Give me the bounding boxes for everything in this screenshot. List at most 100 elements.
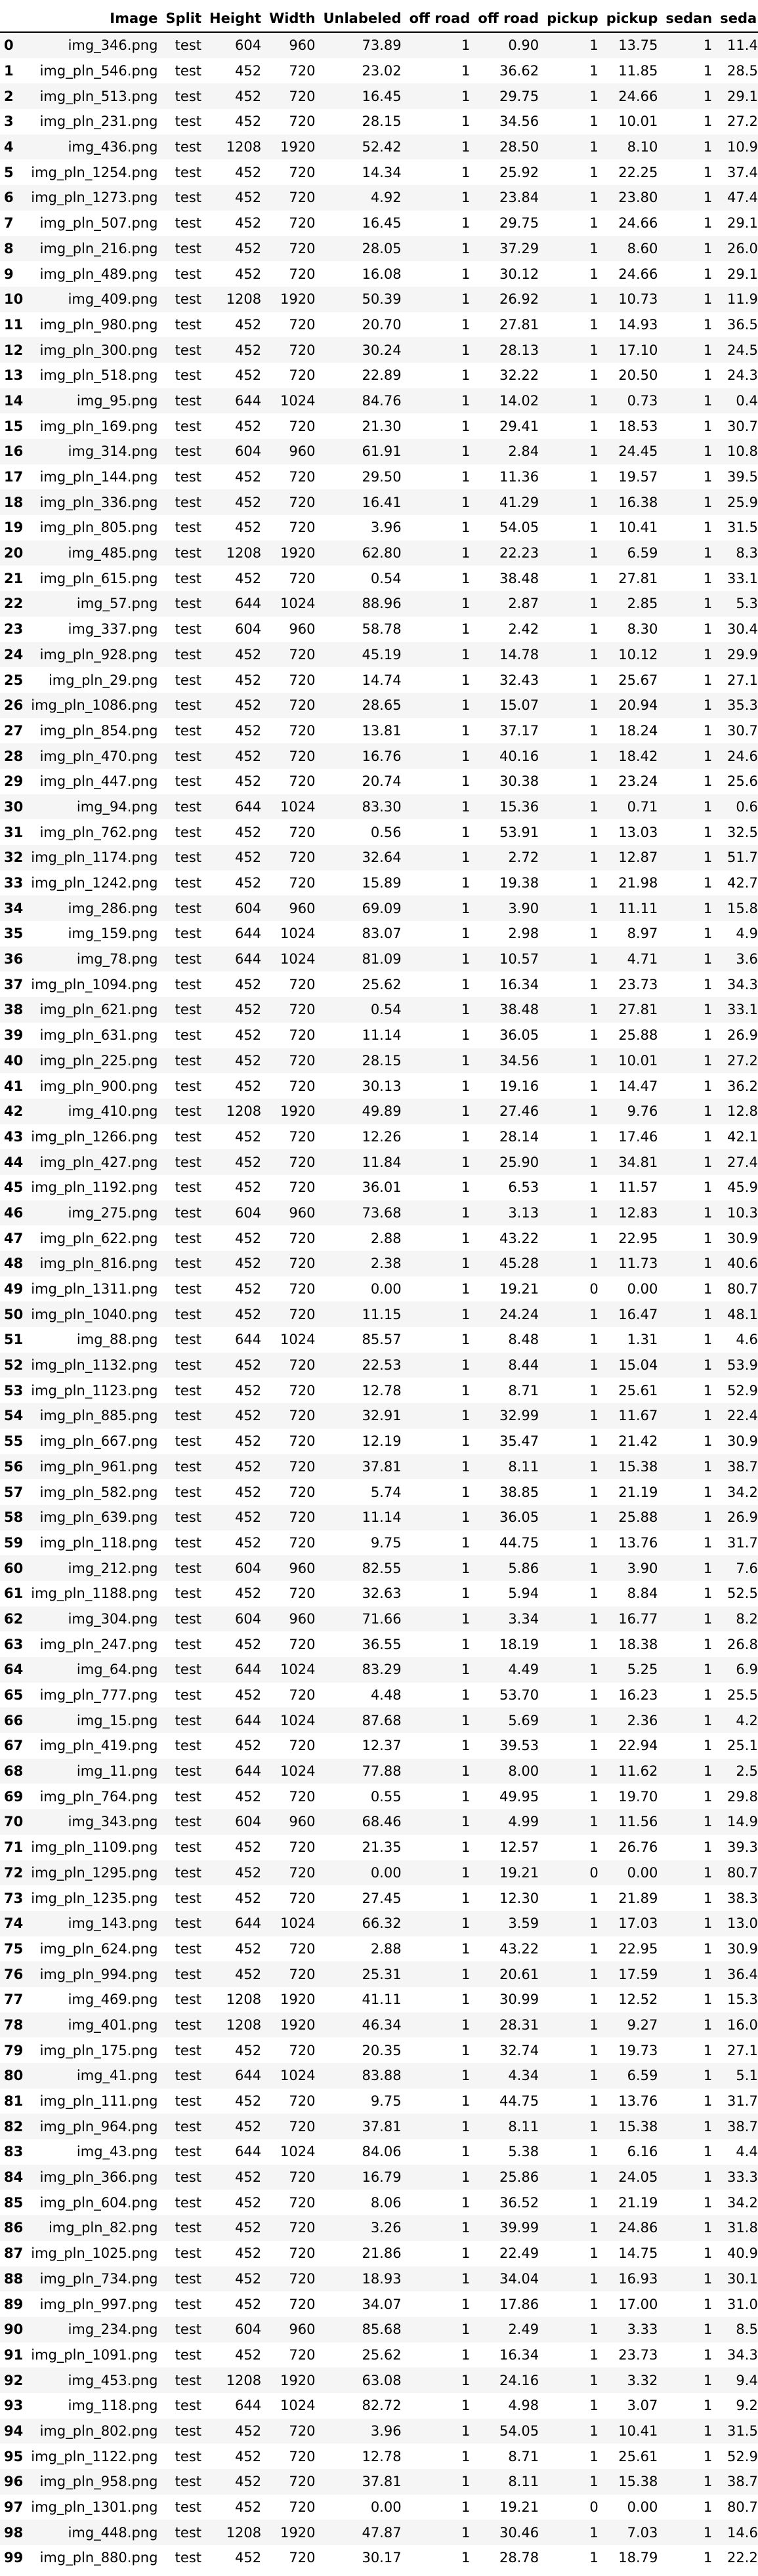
table-cell: 1 bbox=[543, 794, 602, 820]
table-cell: 1 bbox=[405, 2063, 474, 2089]
table-cell: 1 bbox=[405, 1885, 474, 1911]
table-cell: 25.62 bbox=[319, 971, 406, 998]
table-cell: 1 bbox=[543, 83, 602, 110]
table-cell: 35.47 bbox=[474, 1428, 543, 1454]
table-cell: test bbox=[161, 2139, 206, 2165]
table-cell: 1024 bbox=[265, 1327, 320, 1353]
table-cell: 34.30 bbox=[716, 971, 758, 998]
table-cell: 452 bbox=[205, 2164, 266, 2190]
table-cell: 1 bbox=[662, 1530, 717, 1556]
table-cell: 1 bbox=[662, 1048, 717, 1074]
table-cell: 5.19 bbox=[716, 2063, 758, 2089]
table-cell: 20.94 bbox=[602, 692, 662, 718]
table-cell: 12.30 bbox=[474, 1885, 543, 1911]
table-cell: 8.50 bbox=[716, 2316, 758, 2342]
table-cell: 5.25 bbox=[602, 1657, 662, 1683]
table-cell: 5.74 bbox=[319, 1479, 406, 1505]
table-cell: img_pln_777.png bbox=[27, 1682, 162, 1708]
table-cell: 3.59 bbox=[474, 1910, 543, 1936]
row-index: 36 bbox=[0, 946, 28, 972]
table-cell: 29.80 bbox=[716, 1784, 758, 1810]
table-cell: 12.52 bbox=[602, 1986, 662, 2013]
table-cell: test bbox=[161, 2418, 206, 2444]
table-cell: 452 bbox=[205, 1504, 266, 1530]
table-cell: 1 bbox=[662, 921, 717, 947]
table-cell: 25.88 bbox=[602, 1504, 662, 1530]
table-cell: 1 bbox=[543, 1885, 602, 1911]
table-cell: test bbox=[161, 1479, 206, 1505]
table-row: 23 img_337.png test 604 960 58.78 1 2.42 1 8.30 1 3… bbox=[0, 616, 758, 642]
table-cell: 1 bbox=[543, 565, 602, 592]
table-cell: 1 bbox=[543, 1200, 602, 1226]
table-cell: 1024 bbox=[265, 2063, 320, 2089]
table-cell: test bbox=[161, 1225, 206, 1251]
table-cell: 4.48 bbox=[319, 1682, 406, 1708]
table-cell: 1 bbox=[662, 718, 717, 744]
table-row: 75 img_pln_624.png test 452 720 2.88 1 43.22 1 22… bbox=[0, 1936, 758, 1962]
row-index: 13 bbox=[0, 362, 28, 388]
table-cell: 27.46 bbox=[474, 1098, 543, 1124]
table-cell: 1 bbox=[543, 1428, 602, 1454]
table-cell: 32.22 bbox=[474, 362, 543, 388]
table-cell: 73.89 bbox=[319, 32, 406, 58]
table-cell: 0.00 bbox=[319, 2494, 406, 2520]
table-cell: 604 bbox=[205, 1555, 266, 1581]
table-cell: 604 bbox=[205, 1200, 266, 1226]
table-cell: 43.22 bbox=[474, 1936, 543, 1962]
row-index: 29 bbox=[0, 768, 28, 794]
table-cell: 10.36 bbox=[716, 1200, 758, 1226]
table-cell: 1 bbox=[405, 1758, 474, 1784]
table-row: 59 img_pln_118.png test 452 720 9.75 1 44.75 1 13… bbox=[0, 1530, 758, 1556]
table-cell: 11.11 bbox=[602, 895, 662, 922]
table-cell: img_pln_1192.png bbox=[27, 1174, 162, 1200]
table-cell: 36.56 bbox=[716, 312, 758, 338]
table-cell: 8.60 bbox=[602, 235, 662, 262]
column-header: pickup bbox=[547, 10, 599, 26]
table-cell: 30.76 bbox=[716, 413, 758, 439]
table-cell: 644 bbox=[205, 1910, 266, 1936]
table-cell: test bbox=[161, 2316, 206, 2342]
table-cell: test bbox=[161, 464, 206, 490]
table-cell: 36.55 bbox=[319, 1631, 406, 1657]
table-cell: test bbox=[161, 1682, 206, 1708]
table-cell: 22.25 bbox=[602, 159, 662, 186]
table-row: 51 img_88.png test 644 1024 85.57 1 8.48 1 1.31 1 4… bbox=[0, 1327, 758, 1353]
table-cell: img_pln_1094.png bbox=[27, 971, 162, 998]
row-index: 42 bbox=[0, 1098, 28, 1124]
table-cell: 960 bbox=[265, 32, 320, 58]
table-cell: 83.30 bbox=[319, 794, 406, 820]
table-cell: test bbox=[161, 1961, 206, 1987]
table-cell: 0 bbox=[543, 1860, 602, 1886]
table-row: 34 img_286.png test 604 960 69.09 1 3.90 1 11.11 1… bbox=[0, 895, 758, 922]
table-row: 33 img_pln_1242.png test 452 720 15.89 1 19.38 1… bbox=[0, 870, 758, 896]
table-cell: 24.53 bbox=[716, 337, 758, 363]
row-index: 7 bbox=[0, 210, 28, 236]
table-cell: test bbox=[161, 439, 206, 464]
table-cell: img_pln_880.png bbox=[27, 2545, 162, 2571]
table-cell: test bbox=[161, 2088, 206, 2114]
table-cell: 720 bbox=[265, 1124, 320, 1150]
table-cell: 40.16 bbox=[474, 743, 543, 769]
table-cell: 720 bbox=[265, 692, 320, 718]
table-cell: 1 bbox=[662, 1555, 717, 1581]
table-cell: 1 bbox=[662, 1098, 717, 1124]
table-cell: 32.43 bbox=[474, 667, 543, 693]
table-cell: test bbox=[161, 1631, 206, 1657]
table-row: 17 img_pln_144.png test 452 720 29.50 1 11.36 1 1… bbox=[0, 464, 758, 490]
table-cell: 10.41 bbox=[602, 515, 662, 541]
table-cell: 25.64 bbox=[716, 768, 758, 794]
table-cell: 1 bbox=[662, 515, 717, 541]
table-cell: 1 bbox=[543, 540, 602, 566]
table-cell: 14.47 bbox=[602, 1073, 662, 1099]
table-cell: 1 bbox=[543, 185, 602, 211]
table-cell: 1 bbox=[662, 210, 717, 236]
table-cell: 30.10 bbox=[716, 2266, 758, 2292]
table-cell: 452 bbox=[205, 1860, 266, 1886]
table-cell: 1 bbox=[405, 2545, 474, 2571]
table-cell: img_pln_247.png bbox=[27, 1631, 162, 1657]
table-cell: 29.50 bbox=[319, 464, 406, 490]
table-cell: 30.38 bbox=[474, 768, 543, 794]
row-index: 5 bbox=[0, 159, 28, 186]
table-cell: 1 bbox=[543, 1378, 602, 1404]
table-cell: test bbox=[161, 565, 206, 592]
